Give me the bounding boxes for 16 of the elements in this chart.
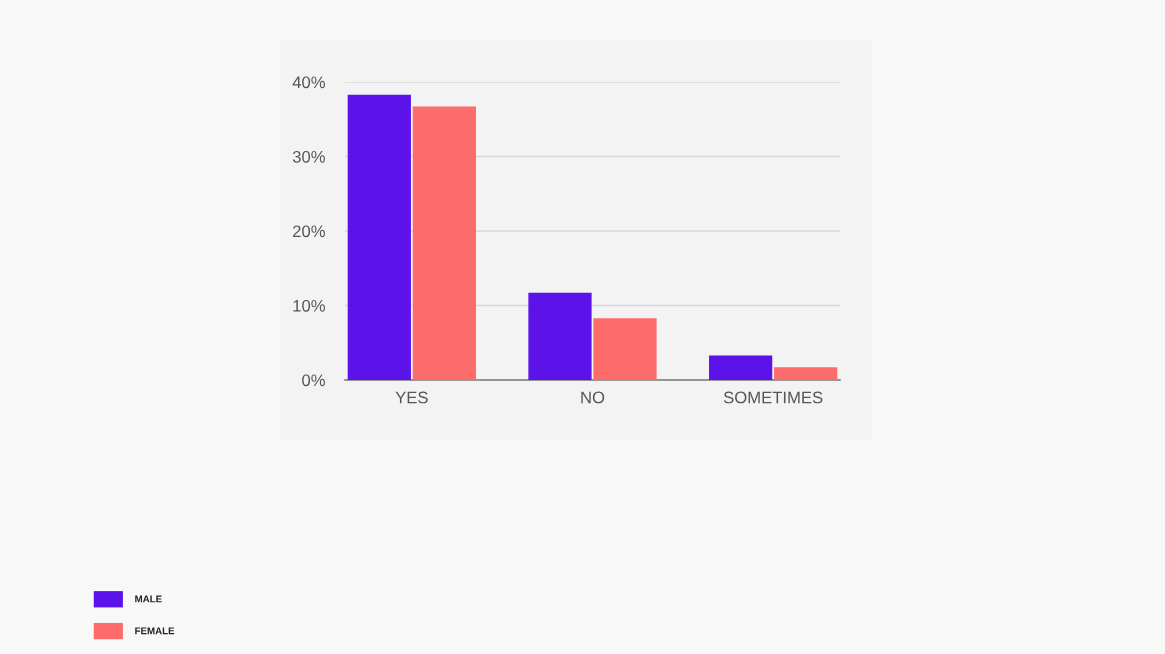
bar	[528, 292, 592, 380]
bar	[709, 355, 773, 380]
y-tick-label: 0%	[302, 374, 325, 387]
bar	[347, 94, 411, 380]
x-tick-label: SOMETIMES	[723, 391, 823, 404]
y-tick-label: 10%	[293, 299, 325, 312]
x-tick-label: YES	[395, 391, 428, 404]
bar	[412, 106, 476, 380]
y-tick-label: 30%	[292, 150, 325, 163]
bar	[593, 318, 657, 380]
y-tick-label: 40%	[292, 76, 325, 89]
legend-label: MALE	[135, 595, 162, 603]
bar	[774, 367, 838, 380]
y-tick-label: 20%	[293, 225, 325, 238]
legend-label: FEMALE	[135, 627, 175, 635]
x-tick-label: NO	[581, 391, 605, 404]
